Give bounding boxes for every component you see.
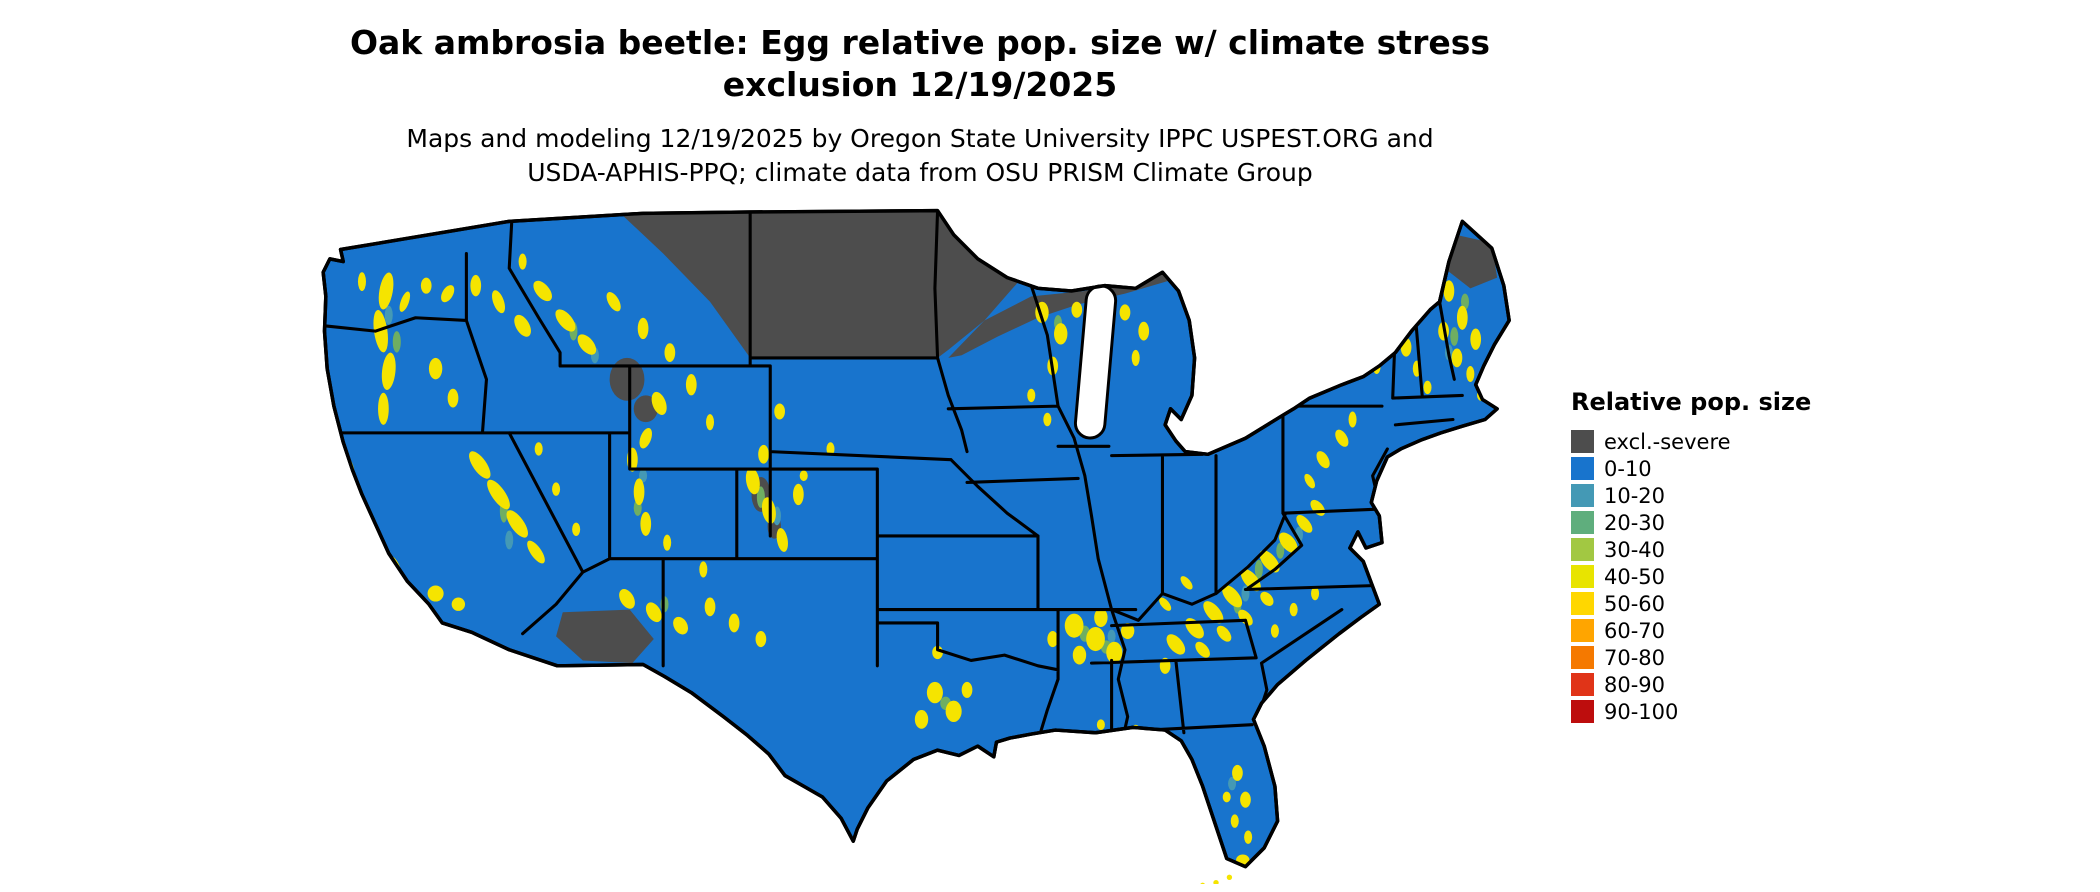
legend-label: 60-70 bbox=[1604, 618, 1666, 643]
legend-label: 50-60 bbox=[1604, 591, 1666, 616]
legend-item: 40-50 bbox=[1571, 564, 1811, 589]
us-map-svg bbox=[321, 208, 1511, 889]
legend-swatch bbox=[1571, 646, 1594, 669]
legend-swatch bbox=[1571, 700, 1594, 723]
legend-swatch bbox=[1571, 457, 1594, 480]
florida-keys bbox=[1199, 874, 1233, 889]
title-line-2: exclusion 12/19/2025 bbox=[722, 65, 1118, 105]
legend-item: excl.-severe bbox=[1571, 429, 1811, 454]
legend-item: 90-100 bbox=[1571, 699, 1811, 724]
legend-item: 70-80 bbox=[1571, 645, 1811, 670]
legend-label: 90-100 bbox=[1604, 699, 1679, 724]
map-area bbox=[308, 208, 1527, 889]
legend-item: 20-30 bbox=[1571, 510, 1811, 535]
legend-label: 70-80 bbox=[1604, 645, 1666, 670]
legend-title: Relative pop. size bbox=[1571, 388, 1812, 416]
legend-swatch bbox=[1571, 619, 1594, 642]
legend: Relative pop. size excl.-severe 0-10 10-… bbox=[1571, 388, 1811, 727]
title-line-1: Oak ambrosia beetle: Egg relative pop. s… bbox=[349, 23, 1491, 62]
legend-label: 20-30 bbox=[1604, 510, 1666, 535]
subtitle-line-1: Maps and modeling 12/19/2025 by Oregon S… bbox=[406, 124, 1434, 153]
legend-label: 10-20 bbox=[1604, 483, 1666, 508]
legend-item: 0-10 bbox=[1571, 456, 1811, 481]
subtitle-line-2: USDA-APHIS-PPQ; climate data from OSU PR… bbox=[527, 157, 1313, 187]
legend-label: 0-10 bbox=[1604, 456, 1652, 481]
legend-item: 80-90 bbox=[1571, 672, 1811, 697]
legend-item: 10-20 bbox=[1571, 483, 1811, 508]
legend-item: 50-60 bbox=[1571, 591, 1811, 616]
legend-item: 30-40 bbox=[1571, 537, 1811, 562]
legend-label: excl.-severe bbox=[1604, 429, 1731, 454]
map-title: Oak ambrosia beetle: Egg relative pop. s… bbox=[0, 22, 1840, 106]
map-subtitle: Maps and modeling 12/19/2025 by Oregon S… bbox=[0, 122, 1840, 189]
legend-swatch bbox=[1571, 673, 1594, 696]
legend-swatch bbox=[1571, 538, 1594, 561]
legend-label: 30-40 bbox=[1604, 537, 1666, 562]
legend-swatch bbox=[1571, 430, 1594, 453]
state-borders bbox=[323, 210, 1464, 743]
legend-swatch bbox=[1571, 565, 1594, 588]
legend-swatch bbox=[1571, 592, 1594, 615]
legend-label: 80-90 bbox=[1604, 672, 1666, 697]
legend-swatch bbox=[1571, 484, 1594, 507]
legend-swatch bbox=[1571, 511, 1594, 534]
legend-label: 40-50 bbox=[1604, 564, 1666, 589]
legend-item: 60-70 bbox=[1571, 618, 1811, 643]
